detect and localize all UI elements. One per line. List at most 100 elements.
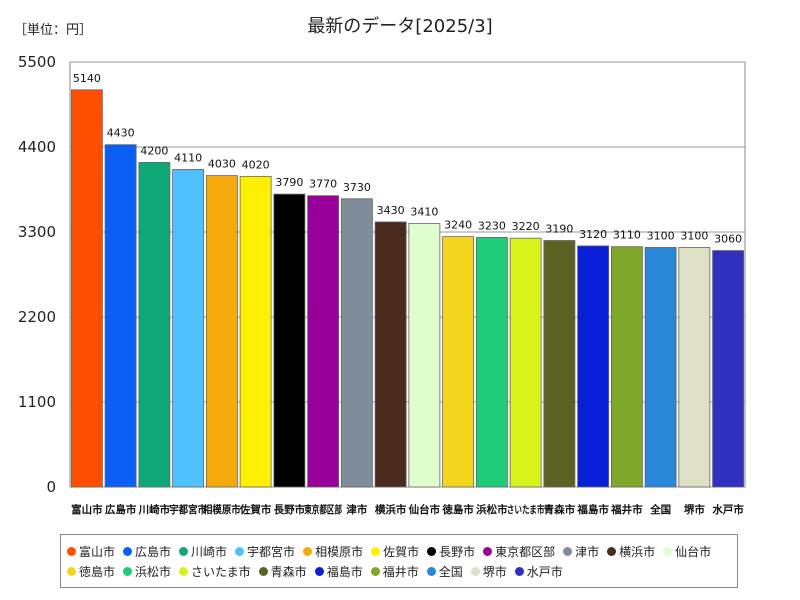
x-tick-label: 広島市: [105, 503, 137, 516]
legend-swatch: [258, 566, 268, 576]
data-label: 4110: [174, 151, 202, 164]
bar: [374, 221, 407, 488]
legend-swatch: [179, 546, 189, 556]
bar: [239, 175, 272, 488]
legend-item: 富山市: [67, 541, 115, 561]
legend-label: 広島市: [135, 544, 172, 559]
legend-item: 川崎市: [179, 541, 227, 561]
bar: [307, 195, 340, 488]
legend-label: 徳島市: [79, 564, 116, 579]
legend-item: 広島市: [123, 541, 171, 561]
data-label: 4200: [140, 144, 168, 157]
legend-swatch: [179, 566, 189, 576]
x-tick-label: 水戸市: [711, 503, 744, 516]
legend-label: 長野市: [439, 544, 476, 559]
bar: [509, 237, 542, 488]
bar: [340, 198, 373, 488]
legend-swatch: [514, 566, 524, 576]
bar: [408, 223, 441, 488]
data-label: 3190: [545, 223, 573, 236]
legend-swatch: [371, 546, 381, 556]
legend-swatch: [67, 566, 76, 576]
legend-label: 福井市: [382, 564, 419, 579]
x-tick-label: 堺市: [684, 503, 705, 516]
bar: [577, 245, 610, 488]
bar: [273, 193, 306, 488]
data-label: 3110: [613, 229, 641, 242]
legend-label: 浜松市: [135, 564, 172, 579]
legend-item: 水戸市: [514, 561, 563, 581]
bar: [712, 250, 745, 488]
x-tick-label: 津市: [346, 503, 367, 516]
data-label: 5140: [73, 72, 101, 85]
bar: [70, 89, 103, 488]
x-tick-label: 川崎市: [138, 503, 171, 516]
legend-swatch: [123, 546, 133, 556]
plot-area: [69, 61, 746, 488]
legend-item: 浜松市: [123, 561, 171, 581]
x-tick-label: 全国: [649, 503, 671, 516]
legend-item: 宇都宮市: [235, 541, 295, 561]
legend-item: 相模原市: [303, 541, 363, 561]
legend-swatch: [314, 566, 324, 576]
data-label: 3730: [343, 181, 371, 194]
legend-item: 横浜市: [607, 541, 655, 561]
bar: [442, 236, 475, 488]
legend-item: 佐賀市: [371, 541, 419, 561]
x-tick-label: 富山市: [71, 503, 103, 516]
bar: [172, 169, 205, 488]
legend-label: 佐賀市: [383, 544, 420, 559]
legend-label: 東京都区部: [495, 544, 556, 559]
legend-swatch: [607, 546, 617, 556]
legend-swatch: [303, 546, 313, 556]
x-tick-label: 佐賀市: [239, 503, 272, 516]
y-tick-label: 5500: [18, 53, 56, 71]
chart-title: 最新のデータ[2025/3]: [307, 16, 492, 37]
legend-label: さいたま市: [191, 564, 251, 579]
data-label: 3430: [377, 204, 405, 217]
legend-label: 福島市: [326, 564, 363, 579]
x-tick-label: 横浜市: [375, 503, 407, 516]
legend-swatch: [563, 546, 573, 556]
x-tick-label: 福島市: [576, 503, 609, 516]
y-tick-label: 3300: [18, 223, 56, 241]
data-label: 4030: [208, 158, 236, 171]
legend-swatch: [235, 546, 245, 556]
legend-item: 堺市: [470, 561, 507, 581]
legend-item: 徳島市: [67, 561, 115, 581]
legend-label: 青森市: [270, 564, 307, 579]
y-tick-label: 4400: [18, 138, 56, 156]
data-label: 3410: [410, 206, 438, 219]
bar: [678, 247, 711, 488]
x-tick-label: 宇都宮市: [169, 503, 207, 516]
legend-item: 長野市: [427, 541, 475, 561]
bar: [138, 162, 171, 488]
legend-swatch: [370, 566, 380, 576]
legend-swatch: [663, 546, 673, 556]
x-tick-label: 東京都区部: [304, 503, 342, 516]
data-label: 3790: [275, 176, 303, 189]
legend-label: 津市: [575, 544, 600, 559]
data-label: 3230: [478, 219, 506, 232]
data-label: 3770: [309, 178, 337, 191]
legend-swatch: [470, 566, 480, 576]
bar: [104, 144, 137, 488]
x-tick-label: 長野市: [274, 503, 306, 516]
bar: [644, 247, 677, 488]
legend-swatch: [483, 546, 493, 556]
legend-swatch: [123, 566, 133, 576]
data-label: 3240: [444, 219, 472, 232]
data-label: 3120: [579, 228, 607, 241]
x-tick-label: 青森市: [544, 503, 576, 516]
x-tick-label: さいたま市: [507, 503, 545, 516]
legend-label: 仙台市: [675, 544, 712, 559]
x-tick-label: 仙台市: [409, 503, 441, 516]
legend-item: さいたま市: [179, 561, 251, 581]
legend-swatch: [426, 566, 436, 576]
legend-item: 全国: [426, 561, 463, 581]
bar: [610, 246, 643, 488]
bar: [543, 240, 576, 488]
legend-item: 津市: [563, 541, 599, 561]
legend-item: 福井市: [370, 561, 419, 581]
bar: [475, 237, 508, 488]
